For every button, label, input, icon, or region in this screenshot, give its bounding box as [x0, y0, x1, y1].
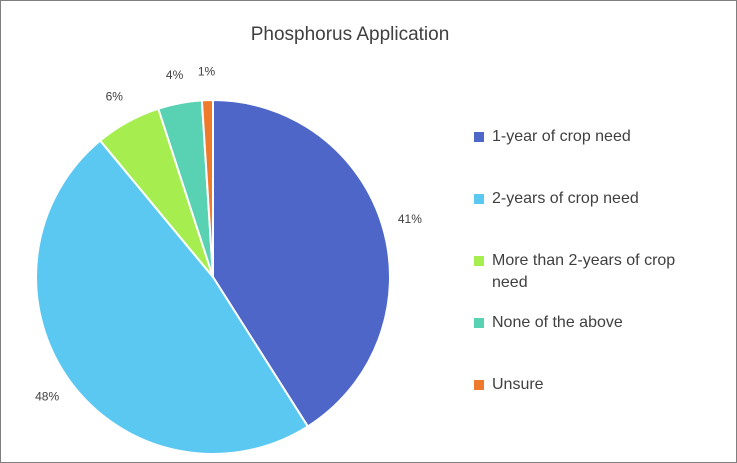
- legend-label: None of the above: [492, 314, 623, 331]
- legend: 1-year of crop need 2-years of crop need M…: [474, 126, 704, 436]
- data-label: 4%: [166, 68, 184, 82]
- data-label: 41%: [398, 212, 422, 226]
- legend-item: Unsure: [474, 374, 704, 436]
- legend-item: 2-years of crop need: [474, 188, 704, 250]
- legend-label: 1-year of crop need: [492, 128, 631, 145]
- legend-swatch: [474, 318, 484, 328]
- legend-swatch: [474, 380, 484, 390]
- legend-item: 1-year of crop need: [474, 126, 704, 188]
- legend-label: 2-years of crop need: [492, 190, 639, 207]
- data-label: 6%: [106, 90, 124, 104]
- data-label: 48%: [35, 390, 59, 404]
- pie-slice: [200, 98, 214, 278]
- data-label: 1%: [198, 64, 216, 78]
- legend-swatch: [474, 194, 484, 204]
- chart-title: Phosphorus Application: [251, 24, 450, 45]
- pie-slice: [35, 139, 310, 455]
- legend-swatch: [474, 256, 484, 266]
- legend-item: None of the above: [474, 312, 704, 374]
- legend-label: More than 2-years of crop need: [492, 252, 676, 291]
- pie-slice: [212, 98, 391, 428]
- legend-item: More than 2-years of crop need: [474, 250, 704, 312]
- legend-swatch: [474, 132, 484, 142]
- legend-label: Unsure: [492, 376, 544, 393]
